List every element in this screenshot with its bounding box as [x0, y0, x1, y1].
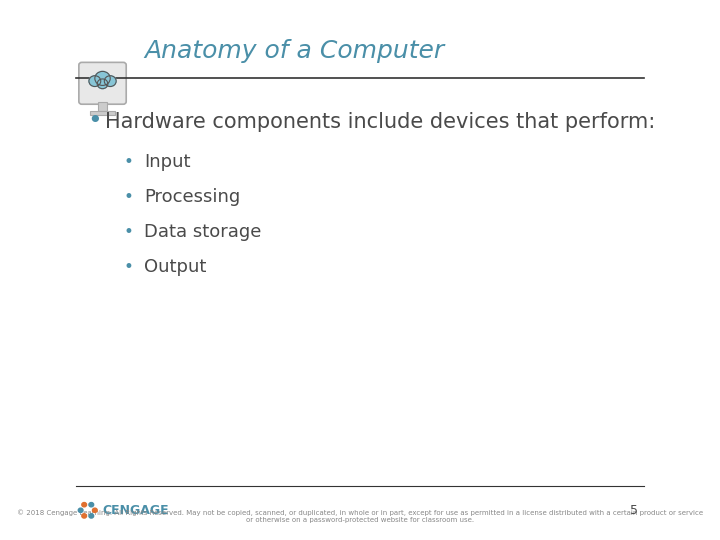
Circle shape [82, 503, 86, 507]
Text: Processing: Processing [144, 188, 240, 206]
Circle shape [97, 79, 108, 89]
Text: •: • [123, 223, 133, 241]
Text: •: • [123, 258, 133, 276]
Circle shape [92, 508, 97, 512]
Text: © 2018 Cengage Learning. All Rights Reserved. May not be copied, scanned, or dup: © 2018 Cengage Learning. All Rights Rese… [17, 509, 703, 523]
FancyBboxPatch shape [79, 62, 126, 104]
Text: Hardware components include devices that perform:: Hardware components include devices that… [106, 111, 656, 132]
Circle shape [104, 76, 116, 86]
Text: •: • [123, 153, 133, 171]
Text: CENGAGE: CENGAGE [102, 504, 169, 517]
Bar [90, 111, 115, 115]
Text: Anatomy of a Computer: Anatomy of a Computer [144, 39, 444, 63]
Circle shape [89, 514, 94, 518]
Text: •: • [88, 110, 102, 133]
Circle shape [89, 503, 94, 507]
Text: Output: Output [144, 258, 207, 276]
Circle shape [89, 76, 101, 86]
Circle shape [78, 508, 83, 512]
Text: Data storage: Data storage [144, 223, 261, 241]
Circle shape [95, 71, 110, 85]
Text: 5: 5 [630, 504, 638, 517]
Text: •: • [123, 188, 133, 206]
Text: Input: Input [144, 153, 191, 171]
Circle shape [82, 514, 86, 518]
Bar [99, 102, 107, 111]
